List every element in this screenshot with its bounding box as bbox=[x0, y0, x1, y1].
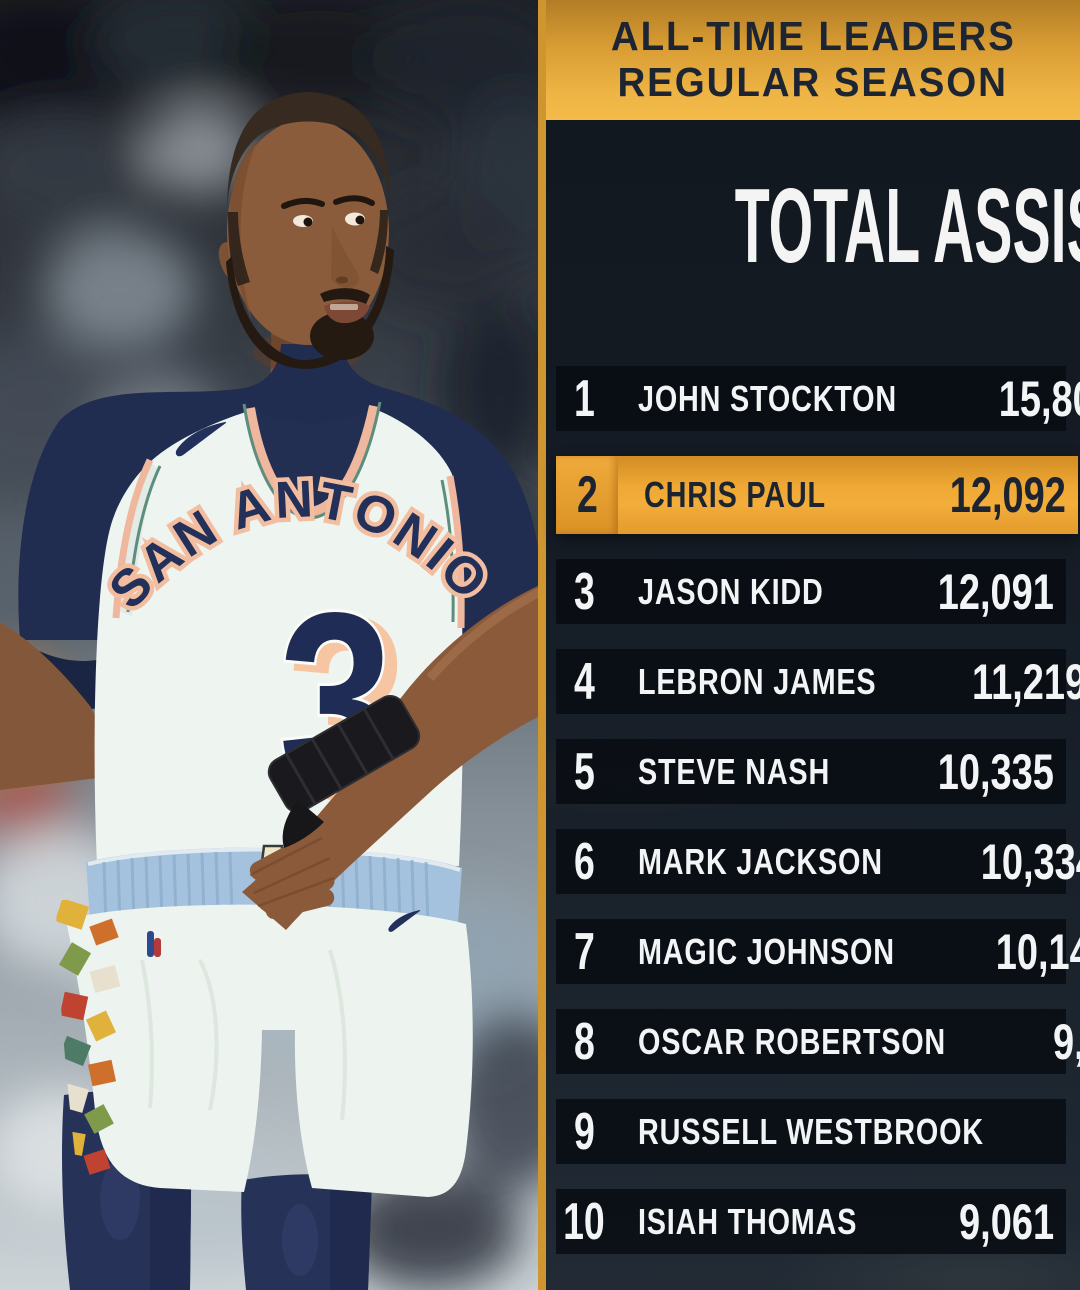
leaderboard-row: 1 JOHN STOCKTON 15,806 bbox=[556, 366, 1080, 432]
assists-value: 9,606 bbox=[1070, 1103, 1080, 1161]
leaderboard-row: 8 OSCAR ROBERTSON 9,887 bbox=[556, 1009, 1080, 1075]
assists-value: 9,061 bbox=[958, 1193, 1054, 1250]
assists-value: 10,334 bbox=[980, 833, 1080, 890]
player-name: ISIAH THOMAS bbox=[638, 1200, 858, 1242]
rank: 5 bbox=[573, 742, 595, 801]
assists-value: 12,091 bbox=[937, 563, 1054, 620]
assists-value: 10,141 bbox=[995, 923, 1080, 980]
rank: 9 bbox=[573, 1102, 595, 1161]
rank: 6 bbox=[573, 832, 595, 891]
player-name: MARK JACKSON bbox=[638, 840, 883, 882]
player-head bbox=[218, 92, 394, 369]
player-name: JOHN STOCKTON bbox=[638, 377, 897, 419]
rank: 4 bbox=[573, 652, 595, 711]
rank: 8 bbox=[573, 1012, 595, 1071]
rank: 3 bbox=[573, 562, 595, 621]
shorts bbox=[66, 904, 473, 1197]
rank: 7 bbox=[573, 922, 595, 981]
nike-swoosh-icon bbox=[388, 910, 421, 932]
leaderboard-row: 7 MAGIC JOHNSON 10,141 bbox=[556, 919, 1080, 985]
assists-value: 11,219 bbox=[972, 653, 1080, 710]
nba-logo bbox=[146, 930, 162, 958]
panel-header: ALL-TIME LEADERS REGULAR SEASON bbox=[546, 0, 1080, 120]
shorts-mosaic-strip bbox=[56, 900, 121, 1175]
leaderboard-panel: ALL-TIME LEADERS REGULAR SEASON TOTAL AS… bbox=[538, 0, 1080, 1290]
player-name: JASON KIDD bbox=[638, 570, 824, 612]
assists-value: 12,092 bbox=[949, 467, 1066, 524]
leaderboard-row: 5 STEVE NASH 10,335 bbox=[556, 739, 1066, 805]
player-name: MAGIC JOHNSON bbox=[638, 930, 895, 972]
leaderboard: 1 JOHN STOCKTON 15,806 2 CHRIS PAUL 12,0… bbox=[556, 366, 1080, 1255]
player-name: OSCAR ROBERTSON bbox=[638, 1020, 947, 1062]
assists-value: 15,806 bbox=[998, 370, 1080, 427]
header-line-1: ALL-TIME LEADERS bbox=[610, 13, 1016, 60]
leaderboard-row: 4 LEBRON JAMES 11,219 bbox=[556, 649, 1080, 715]
leaderboard-row: 10 ISIAH THOMAS 9,061 bbox=[556, 1189, 1066, 1255]
rank: 1 bbox=[573, 369, 595, 428]
player-name: CHRIS PAUL bbox=[644, 474, 826, 516]
leaderboard-row-highlighted: 2 CHRIS PAUL 12,092 bbox=[556, 456, 1078, 535]
leaderboard-row: 9 RUSSELL WESTBROOK 9,606 bbox=[556, 1099, 1066, 1165]
leaderboard-row: 3 JASON KIDD 12,091 bbox=[556, 559, 1066, 625]
rank: 10 bbox=[563, 1192, 605, 1251]
player-name: RUSSELL WESTBROOK bbox=[638, 1110, 984, 1152]
nike-swoosh-icon bbox=[175, 421, 227, 457]
header-line-2: REGULAR SEASON bbox=[617, 59, 1009, 105]
player-photo: SAN ANTONIO 3 3 bbox=[0, 0, 540, 1290]
wrist-wrap bbox=[267, 695, 421, 813]
leaderboard-row: 6 MARK JACKSON 10,334 bbox=[556, 829, 1080, 895]
player-name: LEBRON JAMES bbox=[638, 660, 877, 702]
assists-value: 10,335 bbox=[937, 743, 1054, 800]
player-name: STEVE NASH bbox=[638, 750, 831, 792]
player-photo-illustration: SAN ANTONIO 3 3 bbox=[0, 0, 540, 1290]
panel-body: TOTAL ASSISTS 1 JOHN STOCKTON 15,806 2 C… bbox=[546, 120, 1080, 1290]
rank: 2 bbox=[556, 456, 618, 535]
assists-value: 9,887 bbox=[1053, 1013, 1080, 1070]
page-title: TOTAL ASSISTS bbox=[734, 167, 1080, 285]
crossing-arm bbox=[242, 585, 540, 930]
player-figure: SAN ANTONIO 3 3 bbox=[0, 92, 540, 1290]
